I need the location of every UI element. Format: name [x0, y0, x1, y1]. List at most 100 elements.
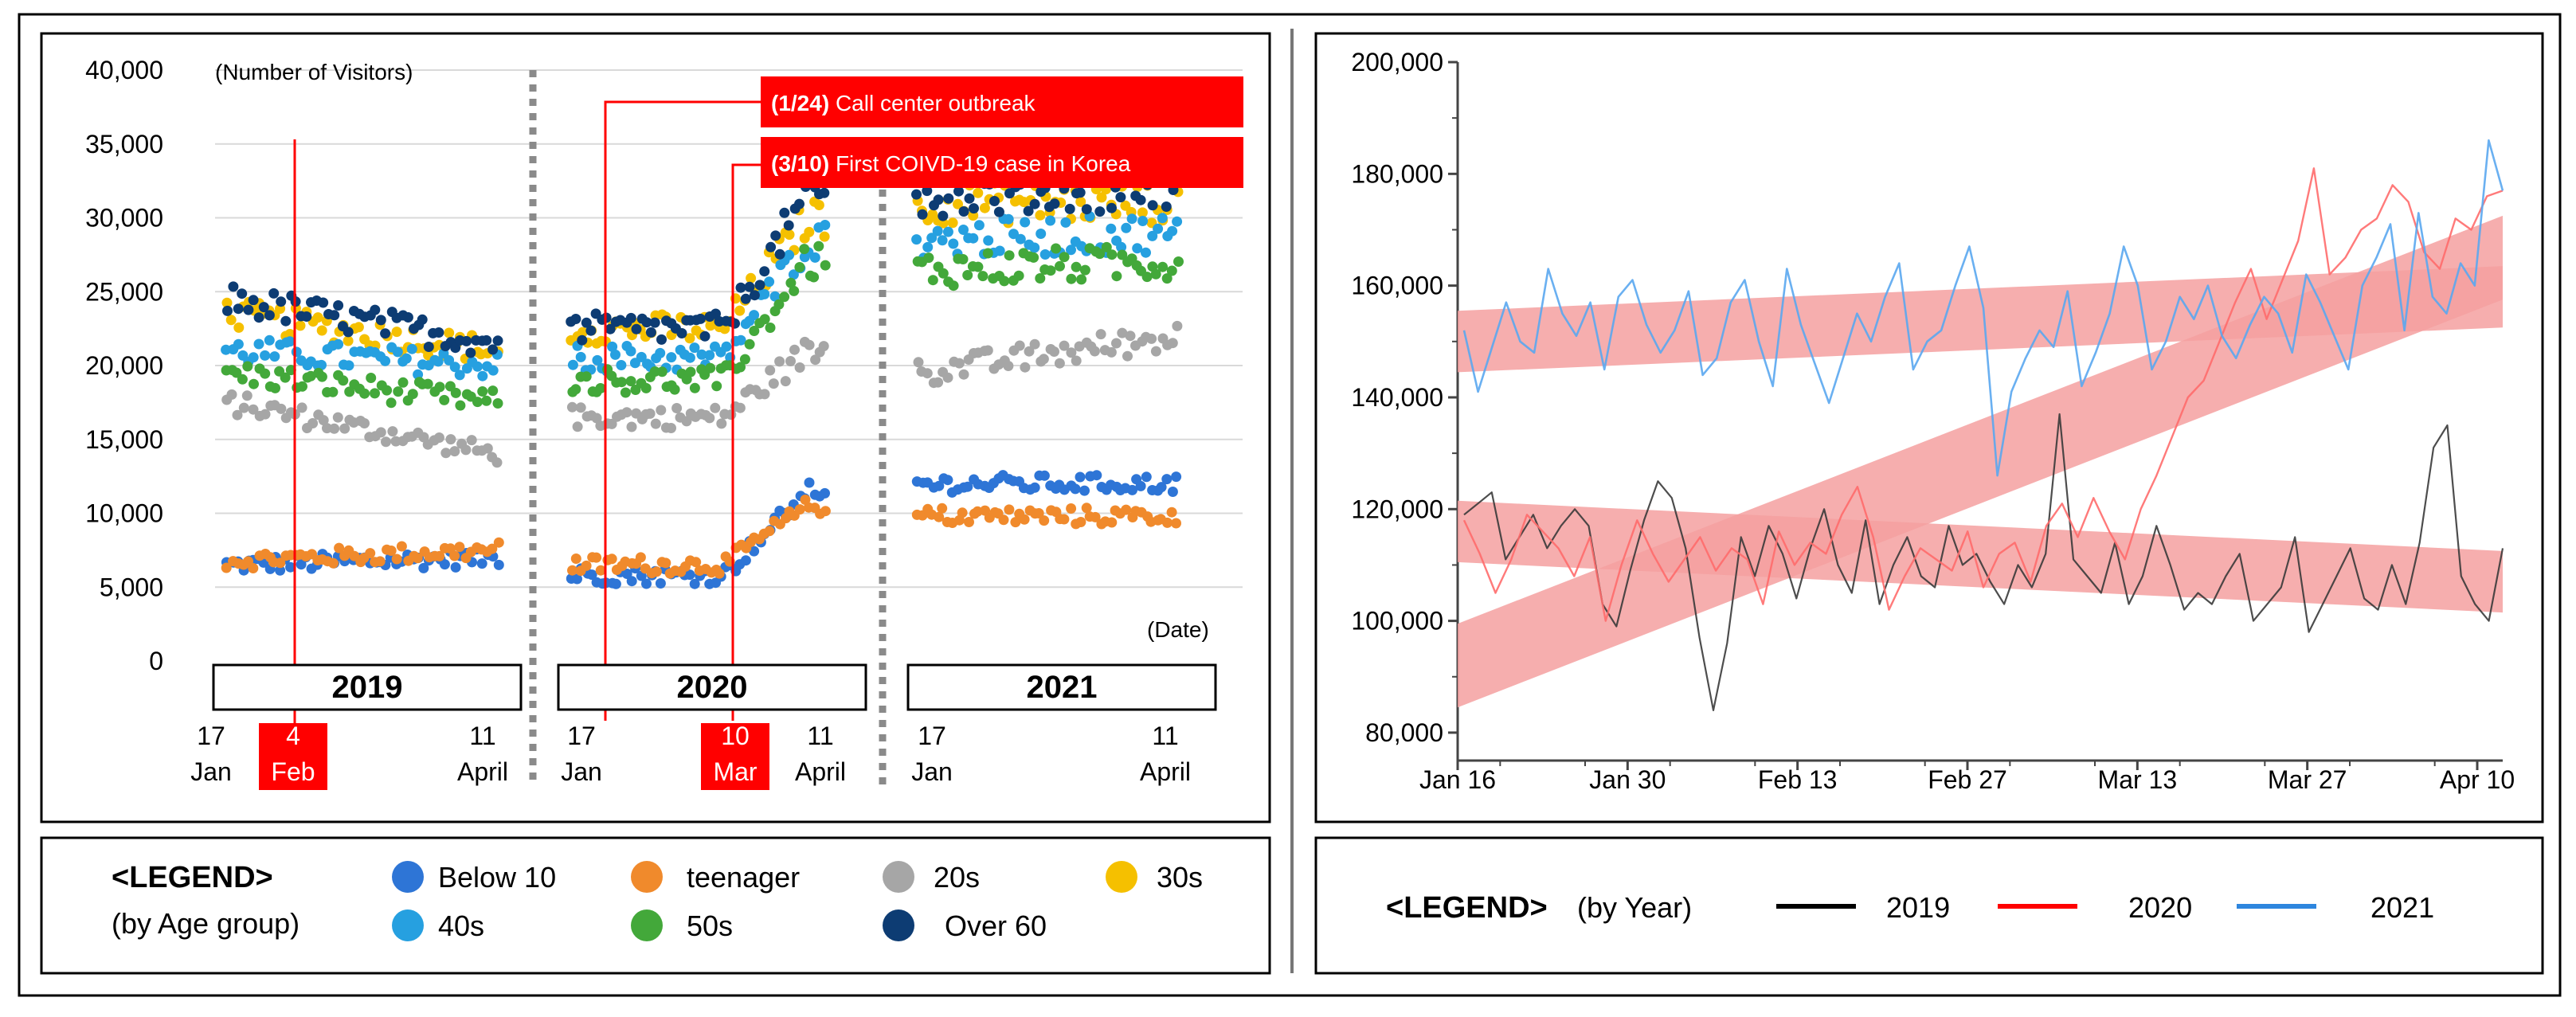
scatter-point-40s — [472, 361, 483, 372]
annotation-1-date: (1/24) — [771, 91, 829, 115]
marker-line-jan24 — [604, 100, 761, 721]
year-label-2020: 2020 — [677, 670, 748, 705]
scatter-point-over60 — [1064, 203, 1075, 214]
scatter-point-over60 — [333, 300, 344, 311]
line-2021 — [1462, 139, 2504, 477]
scatter-point-over60 — [1106, 202, 1117, 213]
scatter-point-40s — [948, 238, 959, 249]
scatter-point-below10 — [1079, 485, 1090, 496]
scatter-point-over60 — [301, 311, 312, 322]
scatter-point-20s — [1038, 354, 1049, 365]
scatter-point-50s — [744, 338, 755, 350]
scatter-point-below10 — [285, 561, 296, 573]
scatter-point-teenager — [1106, 517, 1118, 528]
scatter-point-50s — [685, 366, 696, 377]
legend-dot-below10 — [392, 861, 424, 893]
highlight-mar10 — [701, 723, 769, 790]
scatter-point-20s — [933, 377, 944, 388]
scatter-point-20s — [307, 418, 319, 428]
marker-line-mar10 — [731, 163, 761, 721]
scatter-point-50s — [316, 371, 327, 382]
scatter-point-over60 — [1094, 206, 1106, 217]
scatter-point-20s — [671, 403, 683, 413]
scatter-point-20s — [942, 372, 953, 383]
scatter-point-40s — [1153, 223, 1164, 234]
scatter-point-teenager — [454, 542, 465, 553]
scatter-point-50s — [1071, 261, 1082, 272]
scatter-point-20s — [232, 409, 243, 420]
scatter-point-teenager — [1033, 508, 1044, 518]
scatter-point-20s — [449, 446, 460, 457]
scatter-point-30s — [684, 333, 695, 344]
scatter-point-20s — [572, 421, 583, 432]
scatter-point-teenager — [1019, 514, 1030, 525]
scatter-point-20s — [296, 402, 307, 413]
scatter-point-30s — [804, 226, 815, 237]
scatter-point-below10 — [1075, 471, 1086, 483]
right-y-tick-label: 180,000 — [1351, 159, 1443, 188]
right-y-tick-label: 80,000 — [1365, 718, 1443, 747]
scatter-point-over60 — [585, 325, 597, 336]
scatter-point-50s — [487, 385, 499, 397]
scatter-point-30s — [343, 335, 354, 346]
scatter-point-50s — [789, 285, 800, 296]
scatter-point-50s — [923, 252, 934, 264]
scatter-point-50s — [1079, 264, 1090, 276]
scatter-point-20s — [491, 457, 503, 468]
date-tick-labels: 17 Jan 4 Feb 11 April 17 Jan 10 Mar 11 A… — [190, 722, 1191, 786]
scatter-point-20s — [248, 404, 259, 415]
scatter-point-over60 — [911, 189, 922, 200]
scatter-point-40s — [333, 338, 344, 350]
scatter-point-20s — [1054, 358, 1065, 369]
scatter-point-teenager — [581, 560, 592, 571]
scatter-point-40s — [406, 343, 417, 354]
scatter-point-below10 — [1135, 480, 1146, 491]
scatter-point-50s — [297, 381, 307, 392]
scatter-point-over60 — [794, 198, 805, 209]
scatter-point-over60 — [641, 317, 652, 328]
scatter-point-50s — [620, 387, 631, 398]
scatter-point-teenager — [374, 556, 386, 567]
scatter-point-50s — [1028, 252, 1039, 263]
scatter-point-teenager — [714, 568, 725, 579]
scatter-point-40s — [958, 225, 969, 235]
right-x-tick-labels: Jan 16 Jan 30 Feb 13 Feb 27 Mar 13 Mar 27 Apr … — [1419, 765, 2515, 794]
scatter-point-below10 — [740, 555, 751, 566]
scatter-point-over60 — [969, 203, 979, 214]
scatter-point-20s — [1095, 329, 1106, 340]
scatter-point-40s — [380, 355, 391, 366]
scatter-point-50s — [260, 368, 271, 379]
scatter-point-50s — [407, 389, 418, 400]
scatter-point-20s — [666, 423, 676, 433]
scatter-point-20s — [433, 432, 444, 443]
scatter-point-40s — [401, 353, 412, 364]
left-y-tick-label: 35,000 — [85, 130, 163, 158]
scatter-point-20s — [226, 389, 237, 400]
scatter-point-over60 — [276, 296, 287, 307]
scatter-point-40s — [433, 356, 444, 367]
scatter-point-20s — [1071, 355, 1082, 366]
scatter-point-40s — [994, 245, 1005, 256]
scatter-point-over60 — [1115, 192, 1126, 203]
scatter-point-40s — [666, 352, 677, 363]
scatter-point-40s — [269, 351, 280, 362]
scatter-point-20s — [704, 413, 715, 424]
scatter-point-40s — [487, 365, 499, 376]
scatter-point-40s — [1035, 229, 1047, 239]
scatter-point-20s — [1066, 347, 1077, 358]
scatter-point-over60 — [1135, 194, 1146, 205]
scatter-point-40s — [655, 347, 666, 358]
scatter-point-50s — [477, 386, 488, 397]
legend-label-2019: 2019 — [1886, 891, 1950, 924]
scatter-point-40s — [926, 233, 938, 244]
scatter-point-over60 — [989, 196, 1000, 206]
scatter-point-over60 — [461, 335, 472, 346]
scatter-point-over60 — [938, 210, 949, 221]
scatter-point-50s — [1157, 261, 1169, 272]
scatter-point-40s — [253, 338, 264, 350]
scatter-point-50s — [1013, 270, 1024, 281]
scatter-point-below10 — [942, 475, 953, 486]
scatter-point-40s — [735, 334, 746, 346]
scatter-point-40s — [1167, 225, 1178, 237]
scatter-point-50s — [393, 386, 404, 397]
